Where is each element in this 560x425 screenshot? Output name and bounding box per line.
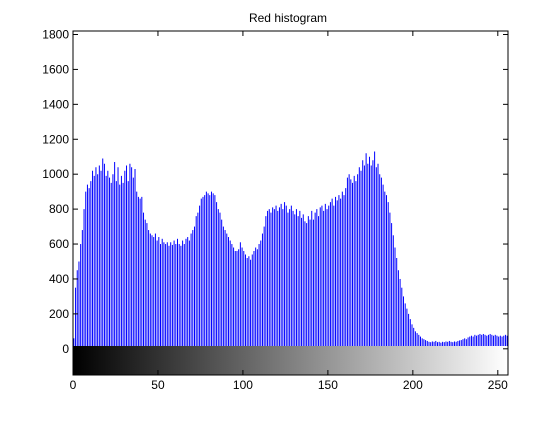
y-tick-label-9: 1800 <box>42 27 69 41</box>
y-axis: 0 200 400 600 800 1000 1200 1400 1600 1800 <box>42 27 508 356</box>
y-tick-label-1: 200 <box>49 307 69 321</box>
y-tick-label-2: 400 <box>49 272 69 286</box>
y-tick-label-6: 1200 <box>42 132 69 146</box>
grayscale-colorbar <box>73 346 508 375</box>
y-tick-label-7: 1400 <box>42 97 69 111</box>
y-tick-label-8: 1600 <box>42 62 69 76</box>
x-axis: 0 50 100 150 200 250 <box>70 31 508 392</box>
histogram-bars <box>73 151 508 349</box>
plot-frame <box>72 30 509 376</box>
y-tick-label-0: 0 <box>62 342 69 356</box>
x-tick-label-2: 100 <box>233 378 253 392</box>
x-tick-label-3: 150 <box>318 378 338 392</box>
chart-title: Red histogram <box>249 11 327 25</box>
x-tick-label-4: 200 <box>403 378 423 392</box>
y-tick-label-4: 800 <box>49 202 69 216</box>
x-tick-label-0: 0 <box>70 378 77 392</box>
x-tick-label-5: 250 <box>488 378 508 392</box>
y-tick-label-5: 1000 <box>42 167 69 181</box>
x-tick-label-1: 50 <box>151 378 165 392</box>
y-tick-label-3: 600 <box>49 237 69 251</box>
